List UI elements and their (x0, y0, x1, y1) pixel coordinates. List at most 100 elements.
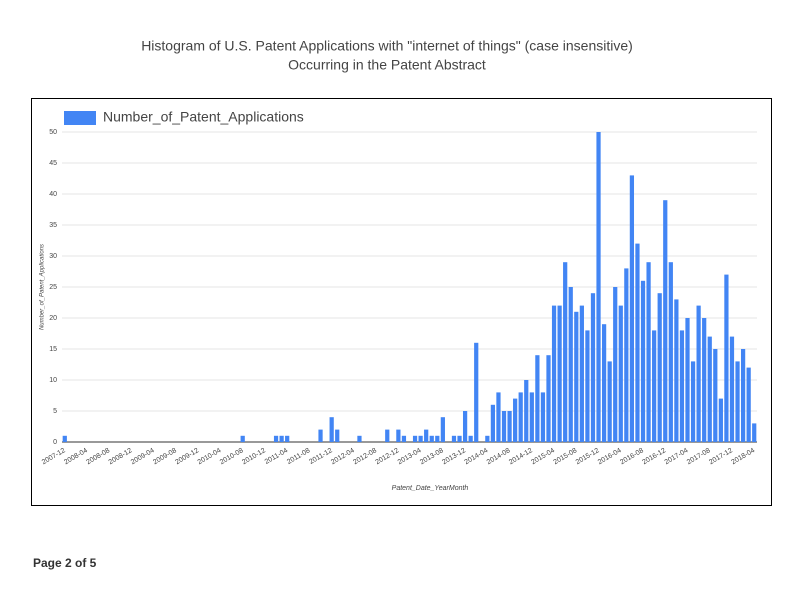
bar (285, 435, 290, 442)
bar (474, 342, 479, 442)
page-label: Page 2 of 5 (33, 556, 97, 570)
x-tick-label: 2008-08 (85, 447, 111, 466)
bar (551, 305, 557, 442)
bar (746, 367, 751, 442)
bar (279, 435, 284, 442)
bar (501, 411, 507, 442)
bar (668, 262, 673, 442)
x-tick-label: 2016-04 (597, 447, 623, 466)
bar (435, 435, 440, 442)
x-tick-label: 2013-08 (419, 447, 445, 466)
bar (568, 287, 573, 442)
x-tick-label: 2016-12 (641, 447, 667, 466)
y-tick-label: 10 (49, 377, 57, 384)
bar (607, 361, 612, 442)
x-tick-label: 2014-08 (486, 447, 512, 466)
x-tick-label: 2015-12 (575, 447, 601, 466)
bar (468, 435, 473, 442)
x-tick-label: 2012-08 (352, 447, 378, 466)
bar (396, 429, 401, 442)
x-tick-label: 2011-12 (308, 447, 333, 466)
y-tick-label: 15 (49, 346, 57, 353)
bar (424, 429, 429, 442)
bar (652, 330, 657, 442)
bar (557, 305, 562, 442)
x-tick-label: 2017-12 (708, 447, 734, 466)
x-tick-label: 2009-08 (152, 447, 178, 466)
bar (535, 355, 540, 442)
bar (735, 361, 740, 442)
bar (713, 349, 718, 442)
bar (563, 262, 568, 442)
bar (618, 305, 623, 442)
x-tick-label: 2010-12 (241, 447, 267, 466)
x-axis-label: Patent_Date_YearMonth (392, 485, 469, 492)
bar (418, 435, 423, 442)
bar (596, 132, 601, 442)
bar (674, 299, 679, 442)
x-tick-label: 2013-12 (441, 447, 467, 466)
bar (574, 311, 579, 442)
x-tick-label: 2016-08 (619, 447, 645, 466)
bar (518, 392, 523, 442)
x-tick-label: 2013-04 (397, 447, 423, 466)
bar (457, 435, 462, 442)
x-tick-label: 2014-04 (464, 447, 490, 466)
bar (752, 423, 757, 442)
bar (507, 411, 512, 442)
bar (624, 268, 629, 442)
bar (462, 411, 468, 442)
bar (429, 435, 434, 442)
bar (679, 330, 685, 442)
chart-frame (31, 98, 772, 506)
bar (240, 435, 245, 442)
bar (318, 429, 323, 442)
x-tick-label: 2018-04 (730, 447, 756, 466)
bar (696, 305, 701, 442)
chart-title: Histogram of U.S. Patent Applications wi… (141, 38, 633, 54)
x-tick-label: 2010-08 (219, 447, 245, 466)
bar (490, 404, 496, 442)
bar (485, 435, 490, 442)
bar (729, 336, 735, 442)
y-tick-label: 50 (49, 129, 57, 136)
y-tick-label: 5 (53, 408, 57, 415)
x-tick-label: 2015-04 (530, 447, 556, 466)
bar (724, 274, 729, 442)
x-tick-label: 2012-04 (330, 447, 356, 466)
bar (640, 280, 646, 442)
bar (702, 318, 707, 442)
x-tick-label: 2007-12 (41, 447, 67, 466)
bar (685, 318, 690, 442)
bar (529, 392, 534, 442)
legend-swatch (64, 111, 96, 125)
bar (440, 417, 445, 442)
bar (357, 435, 362, 442)
x-tick-label: 2017-04 (664, 447, 690, 466)
bar (613, 287, 618, 442)
bar (579, 305, 584, 442)
bar (451, 435, 457, 442)
bar (273, 435, 279, 442)
y-tick-label: 0 (53, 439, 57, 446)
legend-label: Number_of_Patent_Applications (103, 109, 304, 125)
x-tick-label: 2015-08 (552, 447, 578, 466)
x-tick-label: 2011-04 (264, 447, 289, 466)
y-tick-label: 20 (49, 315, 57, 322)
bar (590, 293, 596, 442)
bar (629, 175, 635, 442)
y-tick-label: 45 (49, 160, 57, 167)
bar (401, 435, 407, 442)
bar (385, 429, 390, 442)
x-tick-label: 2009-04 (130, 447, 156, 466)
x-tick-label: 2012-12 (375, 447, 401, 466)
y-tick-label: 35 (49, 222, 57, 229)
bar (62, 435, 67, 442)
x-tick-label: 2010-04 (197, 447, 223, 466)
bar (635, 243, 640, 442)
bar (329, 417, 334, 442)
bar (546, 355, 551, 442)
chart-subtitle: Occurring in the Patent Abstract (288, 57, 486, 73)
